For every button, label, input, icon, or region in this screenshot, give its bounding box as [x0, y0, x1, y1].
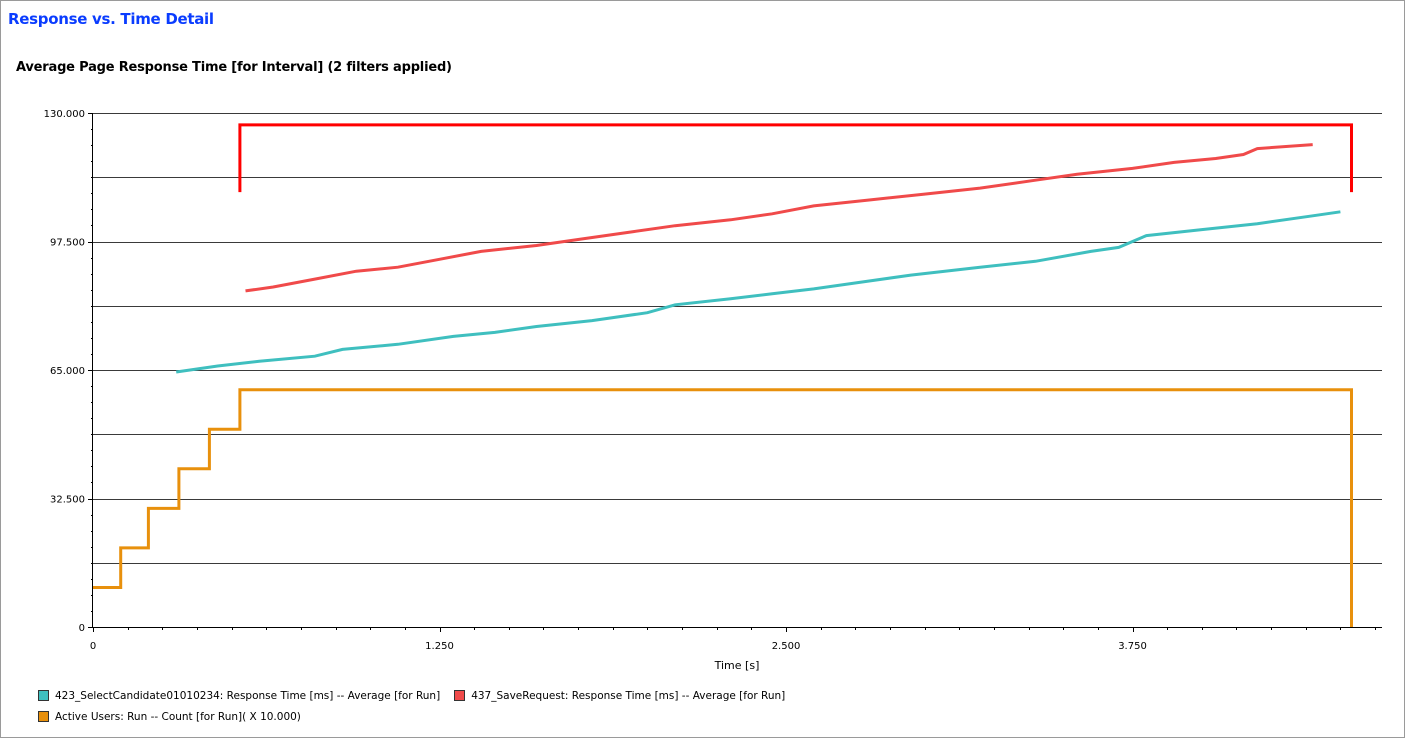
axes [88, 113, 1382, 632]
chart-title: Average Page Response Time [for Interval… [16, 60, 452, 75]
tick-labels: 0 32.500 65.000 97.500 130.000 0 1.250 2.500 3.7… [44, 109, 1147, 652]
x-tick-label: 2.500 [772, 641, 801, 652]
legend-item-select-candidate: 423_SelectCandidate01010234: Response Ti… [38, 690, 440, 702]
legend: 423_SelectCandidate01010234: Response Ti… [38, 685, 799, 727]
y-tick-label: 0 [79, 623, 85, 634]
y-tick-label: 65.000 [50, 366, 85, 377]
series-save-request-line [245, 143, 1313, 293]
series-marker-line [238, 123, 1353, 193]
legend-label: 437_SaveRequest: Response Time [ms] -- A… [471, 689, 786, 702]
series-lines [93, 123, 1353, 627]
legend-swatch [38, 711, 49, 722]
y-tick-label: 130.000 [44, 109, 85, 120]
x-tick-label: 0 [90, 641, 96, 652]
legend-label: 423_SelectCandidate01010234: Response Ti… [55, 689, 441, 702]
panel-title: Response vs. Time Detail [8, 10, 214, 28]
x-tick-label: 3.750 [1118, 641, 1147, 652]
gridlines [93, 113, 1382, 564]
legend-label: Active Users: Run -- Count [for Run]( X … [55, 710, 301, 723]
x-axis-label: Time [s] [714, 659, 760, 672]
series-active-users-line [93, 388, 1353, 627]
legend-item-save-request: 437_SaveRequest: Response Time [ms] -- A… [454, 690, 785, 702]
y-tick-label: 32.500 [50, 495, 85, 506]
x-tick-label: 1.250 [425, 641, 454, 652]
series-select-candidate-line [175, 210, 1341, 374]
legend-swatch [454, 690, 466, 701]
y-tick-label: 97.500 [50, 238, 85, 249]
legend-swatch [38, 690, 49, 701]
legend-item-active-users: Active Users: Run -- Count [for Run]( X … [38, 711, 301, 723]
